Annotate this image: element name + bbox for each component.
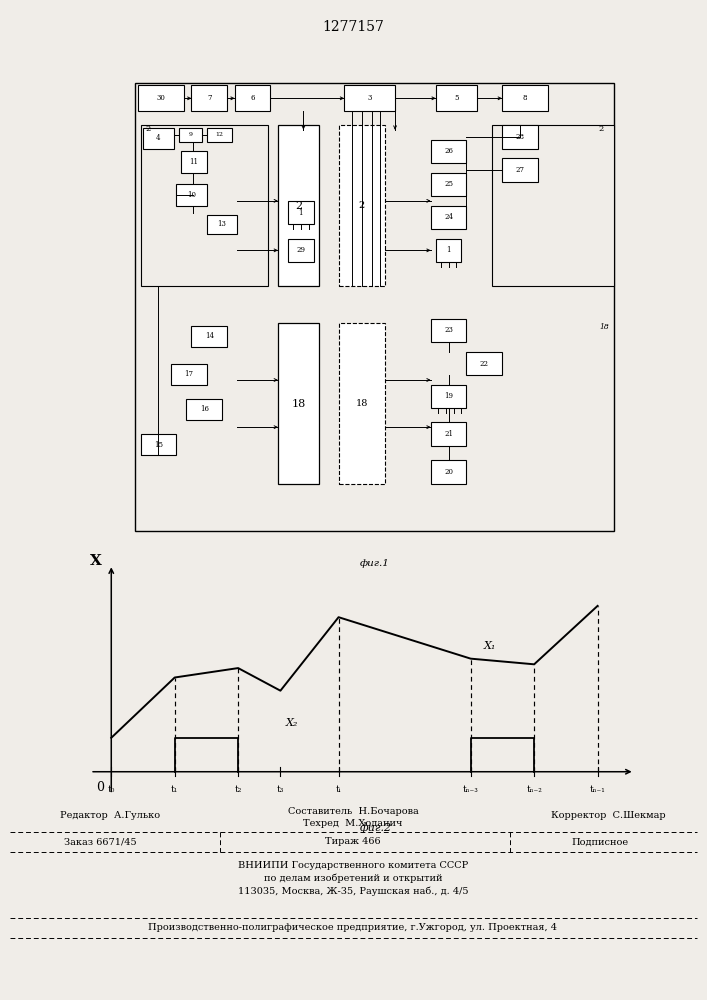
Bar xyxy=(181,151,206,173)
Text: X: X xyxy=(90,554,101,568)
Text: 18: 18 xyxy=(356,399,368,408)
Text: 28: 28 xyxy=(515,133,525,141)
Text: 23: 23 xyxy=(444,326,453,334)
Bar xyxy=(431,385,467,408)
Bar xyxy=(467,352,502,375)
Bar xyxy=(179,128,201,142)
Text: tᵢ: tᵢ xyxy=(336,785,341,794)
Bar xyxy=(206,215,238,234)
Text: X₁: X₁ xyxy=(484,641,496,651)
Text: 13: 13 xyxy=(218,220,226,228)
Text: t₂: t₂ xyxy=(235,785,242,794)
Bar xyxy=(206,128,232,142)
Text: 20: 20 xyxy=(444,468,453,476)
Bar xyxy=(235,85,270,111)
Text: 8: 8 xyxy=(522,94,527,102)
Bar xyxy=(431,422,467,446)
Text: Тираж 466: Тираж 466 xyxy=(325,838,381,846)
Text: Подписное: Подписное xyxy=(571,838,629,846)
Bar xyxy=(138,85,184,111)
Text: 18: 18 xyxy=(291,399,305,409)
Bar xyxy=(502,85,548,111)
Bar xyxy=(502,125,537,149)
Text: 17: 17 xyxy=(185,370,194,378)
Bar xyxy=(436,85,477,111)
Text: 1: 1 xyxy=(446,246,451,254)
Text: 18: 18 xyxy=(599,323,609,331)
Text: по делам изобретений и открытий: по делам изобретений и открытий xyxy=(264,873,443,883)
Text: 15: 15 xyxy=(154,441,163,449)
Bar xyxy=(176,184,206,206)
Text: t₃: t₃ xyxy=(276,785,284,794)
Bar xyxy=(141,125,268,286)
Bar xyxy=(171,364,206,385)
Text: 24: 24 xyxy=(444,213,453,221)
Bar xyxy=(431,319,467,342)
Bar xyxy=(141,434,176,455)
Bar xyxy=(278,323,319,484)
Bar xyxy=(431,173,467,196)
Text: 2: 2 xyxy=(295,201,302,211)
Text: 11: 11 xyxy=(189,158,199,166)
Bar xyxy=(431,206,467,229)
Bar xyxy=(187,399,222,420)
Text: Техред  М.Ходанич: Техред М.Ходанич xyxy=(303,820,403,828)
Text: 29: 29 xyxy=(296,246,305,254)
Text: Заказ 6671/45: Заказ 6671/45 xyxy=(64,838,136,846)
Text: 22: 22 xyxy=(479,360,489,367)
Bar xyxy=(436,239,461,262)
Text: 7: 7 xyxy=(207,94,211,102)
Text: 2: 2 xyxy=(146,125,151,133)
Bar xyxy=(339,323,385,484)
Text: 16: 16 xyxy=(199,405,209,413)
Text: X₂: X₂ xyxy=(286,718,298,728)
Bar xyxy=(502,158,537,182)
Text: Производственно-полиграфическое предприятие, г.Ужгород, ул. Проектная, 4: Производственно-полиграфическое предприя… xyxy=(148,924,558,932)
Text: 113035, Москва, Ж-35, Раушская наб., д. 4/5: 113035, Москва, Ж-35, Раушская наб., д. … xyxy=(238,886,468,896)
Text: 6: 6 xyxy=(250,94,255,102)
Text: 12: 12 xyxy=(216,132,223,137)
Text: Редактор  А.Гулько: Редактор А.Гулько xyxy=(60,812,160,820)
Text: Корректор  С.Шекмар: Корректор С.Шекмар xyxy=(551,812,665,820)
Text: 9: 9 xyxy=(188,132,192,137)
Bar xyxy=(143,128,174,149)
Text: 25: 25 xyxy=(444,180,453,188)
Bar xyxy=(431,460,467,484)
Text: t₀: t₀ xyxy=(107,785,115,794)
Text: 10: 10 xyxy=(187,191,196,199)
Text: 4: 4 xyxy=(156,134,160,142)
Text: 19: 19 xyxy=(444,392,453,400)
Bar xyxy=(431,140,467,163)
Bar xyxy=(278,125,319,286)
Text: 2: 2 xyxy=(599,125,604,133)
Text: 0: 0 xyxy=(95,781,104,794)
Bar xyxy=(288,201,314,224)
Bar xyxy=(192,326,227,347)
Bar xyxy=(192,85,227,111)
Text: 1277157: 1277157 xyxy=(322,20,385,34)
Text: tₙ₋₁: tₙ₋₁ xyxy=(590,785,605,794)
Bar xyxy=(288,239,314,262)
Bar xyxy=(339,125,385,286)
Text: Составитель  Н.Бочарова: Составитель Н.Бочарова xyxy=(288,808,419,816)
Text: ВНИИПИ Государственного комитета СССР: ВНИИПИ Государственного комитета СССР xyxy=(238,860,468,869)
Text: 26: 26 xyxy=(444,147,453,155)
Text: фиг.2: фиг.2 xyxy=(359,823,392,833)
Text: 3: 3 xyxy=(368,94,372,102)
Text: 14: 14 xyxy=(205,332,214,340)
Text: 30: 30 xyxy=(156,94,165,102)
Text: фиг.1: фиг.1 xyxy=(360,559,390,568)
Text: 5: 5 xyxy=(454,94,458,102)
Text: t₁: t₁ xyxy=(171,785,178,794)
Bar xyxy=(344,85,395,111)
Text: tₙ₋₃: tₙ₋₃ xyxy=(463,785,479,794)
Text: 1: 1 xyxy=(298,209,303,217)
Text: 27: 27 xyxy=(515,166,525,174)
Text: 2: 2 xyxy=(359,201,365,210)
Text: 21: 21 xyxy=(444,430,453,438)
Text: tₙ₋₂: tₙ₋₂ xyxy=(526,785,542,794)
Bar xyxy=(492,125,614,286)
